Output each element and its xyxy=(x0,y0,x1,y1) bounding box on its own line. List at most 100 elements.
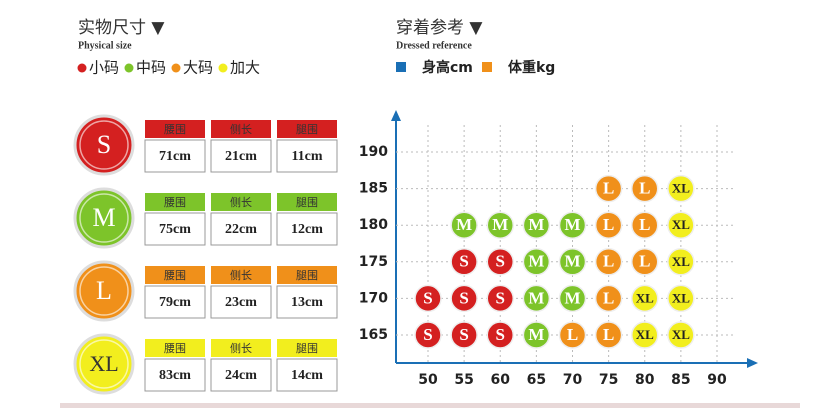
size-point xyxy=(558,211,587,239)
size-point xyxy=(594,284,623,313)
size-badge-ring xyxy=(79,339,129,389)
cell-value: 71cm xyxy=(159,149,191,164)
point-label: L xyxy=(639,252,650,271)
cell-header: 腰围 xyxy=(164,269,186,282)
point-label: M xyxy=(528,288,544,307)
point-label: M xyxy=(564,252,580,271)
size-label: XL xyxy=(89,351,118,376)
legend-swatch xyxy=(482,62,492,72)
cell-value: 13cm xyxy=(291,295,323,310)
point-label: L xyxy=(603,215,614,234)
point-label: XL xyxy=(672,181,690,196)
size-badge-ring xyxy=(79,266,129,316)
cell-header-bg xyxy=(277,339,337,357)
cell-value: 24cm xyxy=(225,368,257,383)
legend-swatch xyxy=(396,62,406,72)
cell-value: 75cm xyxy=(159,222,191,237)
cell-box xyxy=(210,285,272,319)
point-label: M xyxy=(564,215,580,234)
x-tick-label: 70 xyxy=(563,372,583,388)
point-label: XL xyxy=(672,217,690,232)
cell-value: 14cm xyxy=(291,368,323,383)
cell-header-bg xyxy=(145,339,205,357)
point-label: S xyxy=(459,252,468,271)
cell-header: 腰围 xyxy=(164,196,186,209)
cell-header: 侧长 xyxy=(230,123,252,136)
cell-box xyxy=(210,212,272,246)
cell-value: 11cm xyxy=(291,149,322,164)
size-point xyxy=(558,248,587,276)
x-tick-label: 85 xyxy=(671,372,690,388)
size-point xyxy=(522,284,551,313)
legend-label: 身高cm xyxy=(422,59,473,76)
cell-value: 79cm xyxy=(159,295,191,310)
cell-header-bg xyxy=(277,193,337,211)
y-tick-label: 190 xyxy=(359,144,388,160)
size-badge xyxy=(73,260,135,322)
y-tick-label: 175 xyxy=(359,254,388,270)
size-point xyxy=(631,321,659,349)
point-label: S xyxy=(423,325,432,344)
point-label: S xyxy=(423,288,432,307)
cell-header-bg xyxy=(145,266,205,284)
x-tick-label: 75 xyxy=(599,372,618,388)
y-tick-label: 180 xyxy=(359,217,388,233)
size-point xyxy=(486,321,514,349)
reference-subtitle: Dressed reference xyxy=(396,40,472,51)
cell-header-bg xyxy=(277,120,337,138)
point-label: M xyxy=(528,252,544,271)
cell-header: 腿围 xyxy=(296,269,318,282)
cell-header: 侧长 xyxy=(230,196,252,209)
cell-header-bg xyxy=(277,266,337,284)
point-label: M xyxy=(492,215,508,234)
size-point xyxy=(631,284,659,313)
legend-label: 体重kg xyxy=(508,59,555,76)
cell-box xyxy=(276,285,338,319)
point-label: L xyxy=(567,325,578,344)
size-point xyxy=(414,321,442,349)
size-badge-ring xyxy=(79,193,129,243)
size-point xyxy=(667,321,695,349)
cell-header: 腰围 xyxy=(164,123,186,136)
point-label: L xyxy=(603,179,614,198)
cell-box xyxy=(144,358,206,392)
size-point xyxy=(594,211,623,239)
size-point xyxy=(667,284,695,313)
x-tick-label: 80 xyxy=(635,372,655,388)
point-label: S xyxy=(459,288,468,307)
legend-label: 加大 xyxy=(230,59,260,77)
x-tick-label: 65 xyxy=(527,372,546,388)
size-label: S xyxy=(97,130,111,159)
size-badge xyxy=(73,114,135,176)
point-label: M xyxy=(528,215,544,234)
legend-label: 中码 xyxy=(136,59,166,77)
cell-value: 21cm xyxy=(225,149,257,164)
size-badge xyxy=(73,333,135,395)
point-label: XL xyxy=(636,327,654,342)
y-tick-label: 165 xyxy=(359,327,388,343)
cell-value: 12cm xyxy=(291,222,323,237)
cell-value: 22cm xyxy=(225,222,257,237)
size-point xyxy=(414,284,442,313)
cell-value: 83cm xyxy=(159,368,191,383)
cell-box xyxy=(144,212,206,246)
x-tick-label: 50 xyxy=(418,372,438,388)
cell-box xyxy=(210,358,272,392)
size-point xyxy=(631,211,659,239)
size-point xyxy=(667,174,695,203)
point-label: L xyxy=(603,288,614,307)
physical-title: 实物尺寸 ▼ xyxy=(78,18,165,38)
cell-header-bg xyxy=(211,120,271,138)
cell-header-bg xyxy=(145,120,205,138)
size-badge-ring xyxy=(79,120,129,170)
cell-header: 腿围 xyxy=(296,123,318,136)
cell-box xyxy=(276,358,338,392)
size-point xyxy=(667,248,695,276)
x-tick-label: 60 xyxy=(491,372,511,388)
size-point xyxy=(631,248,659,276)
size-point xyxy=(450,284,478,313)
size-point xyxy=(631,174,659,203)
size-point xyxy=(558,321,587,349)
cell-header-bg xyxy=(211,266,271,284)
